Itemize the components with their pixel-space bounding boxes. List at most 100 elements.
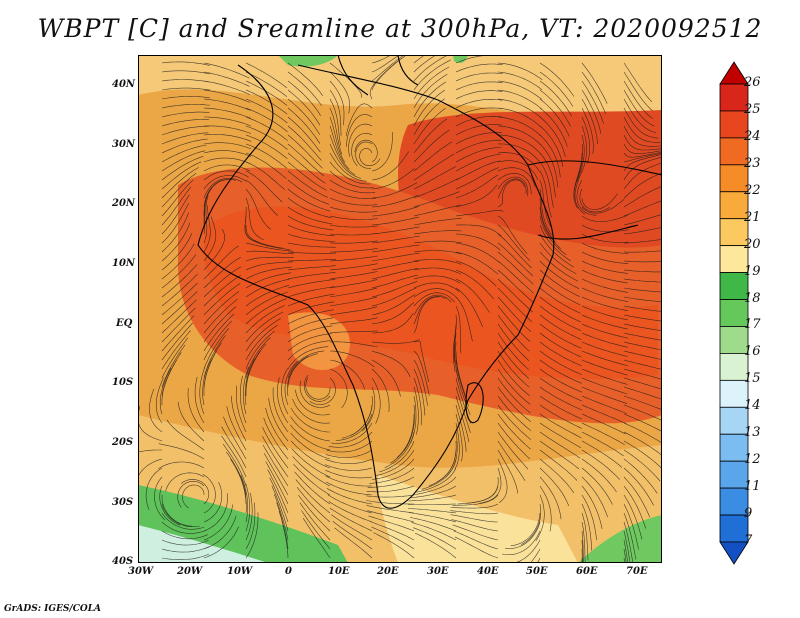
streamline (329, 271, 378, 280)
streamline (226, 406, 247, 451)
streamline (203, 164, 251, 172)
streamline (413, 165, 457, 190)
streamline (265, 461, 289, 505)
streamline (161, 161, 202, 190)
colorbar-level-label: 19 (744, 263, 761, 279)
colorbar-swatch (719, 353, 749, 381)
streamline (240, 375, 247, 424)
streamline (623, 314, 662, 322)
streamline (581, 242, 629, 254)
streamline (203, 125, 252, 134)
streamline (328, 501, 373, 523)
streamline (203, 504, 233, 541)
streamline (161, 282, 198, 316)
streamline (623, 440, 662, 469)
streamline (161, 521, 207, 534)
streamline (539, 350, 582, 375)
streamline (326, 481, 373, 496)
chart-title: WBPT [C] and Sreamline at 300hPa, VT: 20… (37, 14, 763, 43)
streamline (502, 530, 541, 556)
streamline (539, 422, 582, 449)
streamline (161, 186, 192, 226)
streamline (623, 467, 654, 506)
streamline (455, 184, 498, 208)
map-panel (138, 55, 662, 563)
streamline (497, 341, 530, 379)
streamline (326, 488, 373, 505)
streamline (334, 527, 373, 559)
streamline (375, 449, 415, 477)
streamline (581, 269, 629, 284)
streamline (292, 398, 331, 424)
streamline (329, 89, 342, 136)
streamline (367, 476, 415, 488)
streamline (287, 301, 335, 316)
streamline (581, 368, 628, 385)
streamline (623, 512, 637, 560)
streamline (455, 115, 503, 127)
streamline (413, 288, 458, 299)
streamline (329, 143, 362, 179)
streamline (203, 80, 251, 95)
lon-label-30w: 30W (128, 566, 154, 577)
streamline (287, 350, 325, 379)
streamline (268, 397, 289, 442)
wbpt-region-southern-tongue (378, 475, 578, 563)
streamline (287, 62, 324, 96)
streamline (581, 62, 608, 104)
streamline (329, 255, 378, 262)
streamline (287, 346, 329, 370)
streamline (623, 154, 662, 172)
streamline (291, 448, 331, 478)
streamline (623, 239, 662, 244)
streamline (245, 311, 284, 343)
lon-label-10e: 10E (328, 566, 350, 577)
streamline (329, 317, 378, 325)
streamline (497, 287, 533, 323)
streamline (623, 71, 653, 111)
streamline (623, 89, 655, 127)
streamline (245, 98, 288, 124)
streamline (371, 281, 418, 298)
streamline (497, 224, 531, 262)
streamline (539, 107, 568, 147)
streamline (623, 260, 662, 263)
streamline (262, 427, 289, 469)
streamline (245, 330, 275, 370)
streamline (329, 359, 365, 390)
streamline (177, 401, 205, 442)
streamline (581, 116, 590, 164)
streamline (539, 458, 575, 493)
streamline (539, 134, 561, 178)
streamline (413, 81, 447, 118)
streamline (539, 71, 574, 107)
streamline (455, 210, 504, 217)
streamline (262, 444, 289, 487)
streamline (245, 170, 283, 203)
streamline (161, 79, 210, 83)
streamline (287, 215, 334, 231)
streamline (161, 299, 197, 334)
streamline (581, 440, 623, 468)
streamline (329, 215, 378, 220)
streamline (221, 435, 247, 478)
streamline (539, 368, 583, 393)
streamline (623, 485, 646, 529)
streamline (245, 179, 279, 216)
lon-label-40e: 40E (477, 566, 499, 577)
lat-label-10n: 10N (112, 258, 136, 269)
streamline (203, 257, 241, 289)
streamline (581, 125, 588, 173)
streamline (413, 55, 437, 73)
streamline (287, 353, 318, 388)
streamline (497, 458, 508, 503)
streamline (371, 253, 420, 262)
streamline (371, 359, 401, 397)
streamline (329, 341, 378, 348)
streamline (202, 358, 212, 406)
colorbar-swatch (719, 110, 749, 139)
streamline (623, 548, 627, 563)
streamline (303, 375, 331, 402)
colorbar-level-label: 25 (744, 101, 761, 117)
streamline (161, 330, 191, 370)
